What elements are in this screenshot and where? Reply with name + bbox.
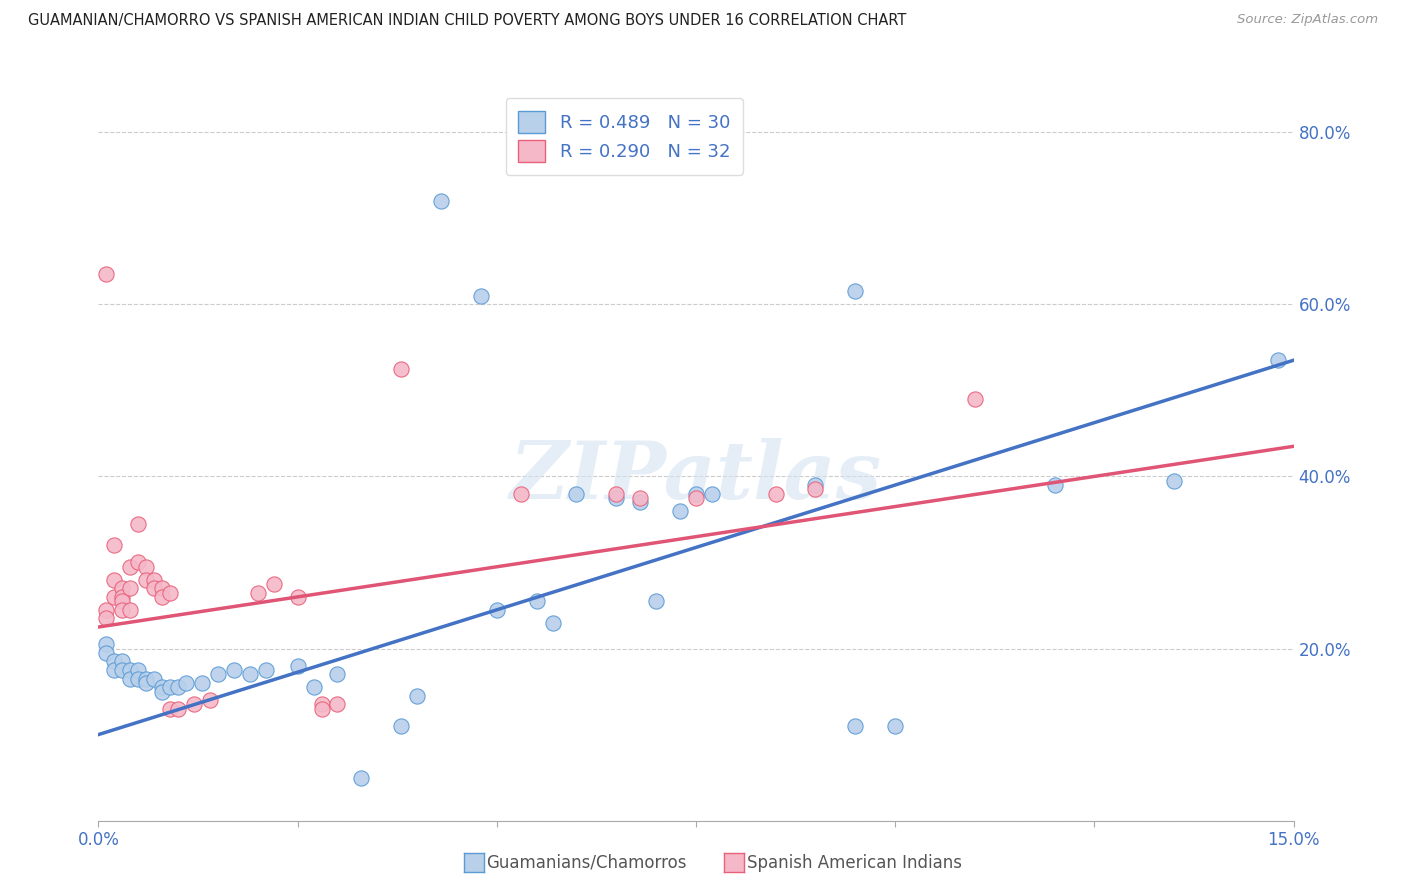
Point [96, 267, 118, 281]
Point [111, 594, 134, 608]
Point [120, 582, 142, 596]
Point [804, 478, 827, 492]
Point [120, 663, 142, 677]
Point [526, 594, 548, 608]
Point [765, 486, 787, 500]
Point [159, 680, 181, 694]
Point [302, 680, 325, 694]
Text: GUAMANIAN/CHAMORRO VS SPANISH AMERICAN INDIAN CHILD POVERTY AMONG BOYS UNDER 16 : GUAMANIAN/CHAMORRO VS SPANISH AMERICAN I… [28, 13, 907, 29]
Point [174, 676, 197, 690]
Point [150, 590, 173, 604]
Point [628, 491, 651, 505]
Point [884, 719, 907, 733]
Point [685, 491, 707, 505]
Point [191, 676, 214, 690]
Point [127, 663, 149, 677]
Point [103, 590, 125, 604]
Point [222, 663, 245, 677]
Point [406, 689, 429, 703]
Point [389, 362, 412, 376]
Point [389, 719, 412, 733]
Point [150, 680, 173, 694]
Point [804, 483, 827, 497]
Point [700, 486, 723, 500]
Point [605, 491, 627, 505]
Point [326, 667, 349, 681]
Point [1043, 478, 1066, 492]
Point [103, 663, 125, 677]
Point [135, 672, 157, 686]
Point [135, 573, 157, 587]
Point [127, 516, 149, 531]
Text: ZIPatlas: ZIPatlas [510, 438, 882, 516]
Point [111, 655, 134, 669]
Point [963, 392, 986, 406]
Point [1163, 474, 1185, 488]
Point [143, 582, 166, 596]
Point [111, 603, 134, 617]
Point [96, 603, 118, 617]
Point [207, 667, 229, 681]
Point [150, 684, 173, 698]
Point [263, 577, 285, 591]
Text: Spanish American Indians: Spanish American Indians [747, 854, 962, 871]
Point [254, 663, 277, 677]
Point [143, 672, 166, 686]
Point [111, 663, 134, 677]
Point [605, 486, 627, 500]
Point [311, 702, 333, 716]
Point [150, 582, 173, 596]
Point [183, 698, 205, 712]
Point [485, 603, 508, 617]
Point [198, 693, 221, 707]
Point [326, 698, 349, 712]
Point [1267, 353, 1289, 368]
Point [159, 585, 181, 599]
Point [120, 672, 142, 686]
Point [287, 590, 309, 604]
Point [844, 719, 866, 733]
Point [287, 658, 309, 673]
Point [844, 285, 866, 299]
Point [103, 538, 125, 552]
Point [111, 590, 134, 604]
Point [565, 486, 588, 500]
Point [685, 486, 707, 500]
Point [311, 698, 333, 712]
Point [541, 615, 564, 630]
Point [509, 486, 531, 500]
Point [127, 556, 149, 570]
Point [246, 585, 269, 599]
Point [96, 611, 118, 625]
Point [103, 655, 125, 669]
Point [135, 559, 157, 574]
Point [111, 582, 134, 596]
Point [239, 667, 262, 681]
Point [103, 573, 125, 587]
Point [669, 504, 692, 518]
Point [96, 646, 118, 660]
Point [127, 672, 149, 686]
Point [350, 771, 373, 785]
Point [645, 594, 668, 608]
Text: Source: ZipAtlas.com: Source: ZipAtlas.com [1237, 13, 1378, 27]
Text: Guamanians/Chamorros: Guamanians/Chamorros [486, 854, 688, 871]
Point [143, 573, 166, 587]
Point [470, 289, 492, 303]
Legend: R = 0.489   N = 30, R = 0.290   N = 32: R = 0.489 N = 30, R = 0.290 N = 32 [506, 98, 742, 175]
Point [159, 702, 181, 716]
Point [628, 495, 651, 509]
Point [430, 194, 453, 208]
Point [120, 559, 142, 574]
Point [167, 702, 190, 716]
Point [167, 680, 190, 694]
Point [96, 637, 118, 651]
Point [135, 676, 157, 690]
Point [120, 603, 142, 617]
